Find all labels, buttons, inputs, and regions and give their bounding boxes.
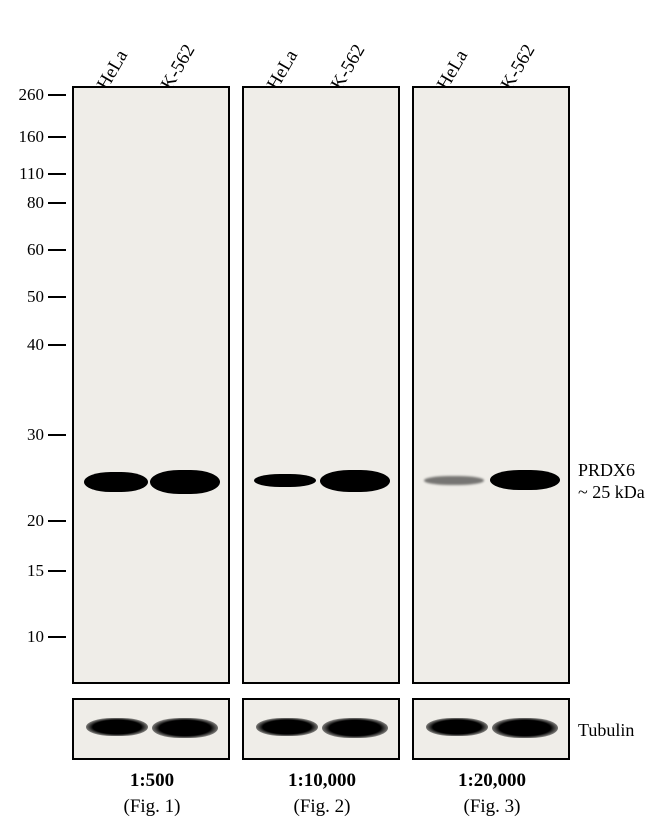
- target-name-label: PRDX6: [578, 460, 635, 481]
- figure-caption: (Fig. 2): [242, 796, 402, 818]
- main-blot: [72, 86, 230, 684]
- mw-marker-tick: [48, 296, 66, 298]
- western-blot-figure: 2601601108060504030201510 HeLaK-5621:500…: [0, 0, 650, 840]
- prdx6-band: [84, 472, 148, 492]
- mw-marker-label: 160: [6, 127, 44, 147]
- figure-caption: (Fig. 3): [412, 796, 572, 818]
- prdx6-band: [424, 476, 484, 485]
- target-kda-label: ~ 25 kDa: [578, 482, 645, 503]
- dilution-label: 1:20,000: [412, 770, 572, 792]
- mw-marker-tick: [48, 636, 66, 638]
- mw-marker-label: 20: [6, 511, 44, 531]
- mw-marker-tick: [48, 344, 66, 346]
- loading-control-label: Tubulin: [578, 720, 634, 741]
- prdx6-band: [150, 470, 220, 494]
- tubulin-band: [86, 718, 148, 736]
- mw-marker-tick: [48, 434, 66, 436]
- mw-marker-tick: [48, 570, 66, 572]
- mw-marker-tick: [48, 249, 66, 251]
- mw-marker-label: 15: [6, 561, 44, 581]
- mw-marker-label: 50: [6, 287, 44, 307]
- mw-marker-label: 10: [6, 627, 44, 647]
- tubulin-band: [256, 718, 318, 736]
- main-blot: [242, 86, 400, 684]
- mw-marker-label: 40: [6, 335, 44, 355]
- prdx6-band: [320, 470, 390, 492]
- mw-marker-label: 60: [6, 240, 44, 260]
- prdx6-band: [490, 470, 560, 490]
- mw-marker-label: 260: [6, 85, 44, 105]
- dilution-label: 1:500: [72, 770, 232, 792]
- mw-marker-label: 80: [6, 193, 44, 213]
- prdx6-band: [254, 474, 316, 487]
- mw-marker-tick: [48, 94, 66, 96]
- tubulin-band: [152, 718, 218, 738]
- tubulin-band: [426, 718, 488, 736]
- tubulin-band: [492, 718, 558, 738]
- mw-marker-tick: [48, 520, 66, 522]
- mw-marker-tick: [48, 136, 66, 138]
- tubulin-band: [322, 718, 388, 738]
- mw-marker-label: 30: [6, 425, 44, 445]
- dilution-label: 1:10,000: [242, 770, 402, 792]
- mw-marker-tick: [48, 173, 66, 175]
- mw-marker-label: 110: [6, 164, 44, 184]
- figure-caption: (Fig. 1): [72, 796, 232, 818]
- mw-marker-tick: [48, 202, 66, 204]
- main-blot: [412, 86, 570, 684]
